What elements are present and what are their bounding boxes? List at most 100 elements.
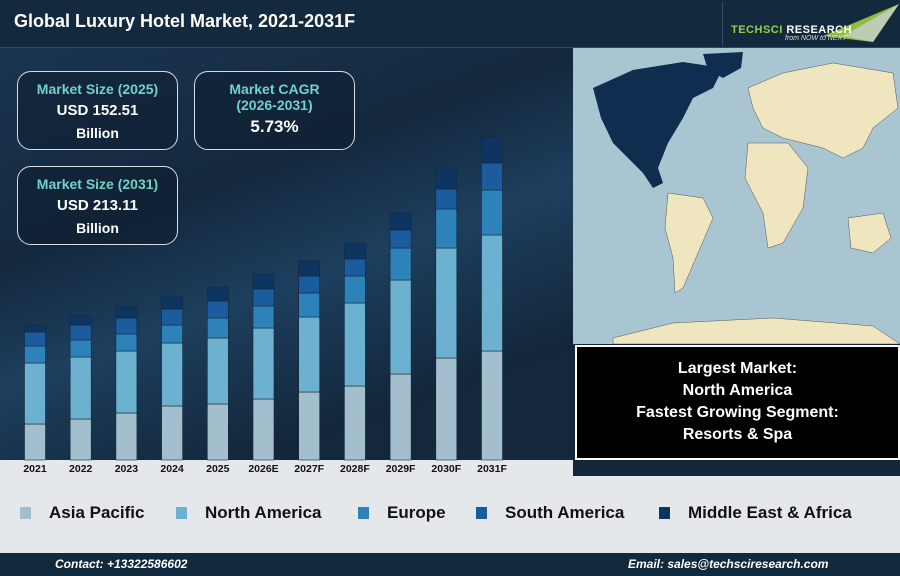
bar-segment-asia-pacific-2022 — [69, 418, 92, 461]
bar-segment-south-america-2031F — [481, 162, 503, 191]
legend-swatch — [476, 507, 487, 519]
fastest-segment-value: Resorts & Spa — [682, 426, 793, 443]
bar-segment-asia-pacific-2030F — [435, 357, 458, 461]
x-tick-label: 2028F — [340, 463, 370, 475]
card-unit: Billion — [76, 125, 119, 141]
bar-segment-south-america-2024 — [161, 308, 183, 326]
legend-item-north-america: North America — [176, 503, 322, 523]
card-label: Market CAGR (2026-2031) — [229, 81, 320, 113]
legend-item-asia-pacific: Asia Pacific — [20, 503, 144, 523]
bar-segment-north-america-2026E — [252, 327, 275, 400]
bar-segment-asia-pacific-2029F — [389, 373, 412, 461]
logo-swoosh-icon — [823, 4, 899, 42]
x-tick-label: 2031F — [477, 463, 507, 475]
north-america-region — [593, 62, 723, 188]
bar-segment-south-america-2028F — [344, 258, 366, 277]
bar-segment-north-america-2027F — [298, 316, 321, 393]
bar-segment-europe-2025 — [207, 317, 229, 339]
bar-segment-south-america-2025 — [207, 300, 229, 319]
legend-item-middle-east-africa: Middle East & Africa — [659, 503, 852, 523]
bar-segment-europe-2021 — [24, 345, 46, 364]
bar-segment-middle-east-africa-2029F — [389, 212, 412, 231]
africa-region — [744, 142, 809, 249]
bar-segment-north-america-2031F — [481, 234, 503, 352]
legend-swatch — [659, 507, 670, 519]
bar-segment-north-america-2025 — [207, 337, 229, 405]
bar-segment-asia-pacific-2031F — [481, 350, 503, 461]
bar-segment-north-america-2029F — [389, 279, 412, 375]
bar-segment-europe-2029F — [389, 247, 412, 281]
x-tick-label: 2027F — [294, 463, 324, 475]
bar-segment-north-america-2022 — [69, 356, 92, 420]
bar-segment-europe-2030F — [435, 208, 458, 249]
header: Global Luxury Hotel Market, 2021-2031F T… — [0, 0, 900, 48]
footer: Contact: +13322586602 Email: sales@techs… — [0, 553, 900, 576]
bar-segment-north-america-2024 — [161, 342, 183, 407]
legend-label: Middle East & Africa — [688, 503, 852, 522]
x-tick-label: 2023 — [115, 463, 139, 475]
market-size-2031-card: Market Size (2031) USD 213.11 Billion — [17, 166, 178, 245]
x-tick-label: 2030F — [431, 463, 461, 475]
bar-segment-middle-east-africa-2025 — [207, 286, 229, 302]
chart-legend: Asia Pacific North America Europe South … — [0, 476, 900, 553]
contact-email: Email: sales@techsciresearch.com — [628, 557, 829, 571]
bar-segment-middle-east-africa-2021 — [24, 324, 46, 333]
bar-segment-europe-2028F — [344, 275, 366, 304]
bar-segment-asia-pacific-2021 — [24, 423, 46, 461]
bar-segment-europe-2031F — [481, 189, 503, 236]
bar-segment-middle-east-africa-2027F — [298, 260, 321, 277]
legend-label: Asia Pacific — [49, 503, 145, 522]
stacked-bar-chart: 2021 2022 2023 2024 2025 2026E 2027F 2028F 2029F… — [23, 136, 507, 475]
card-unit: Billion — [76, 220, 119, 236]
antarctica-region — [612, 317, 900, 345]
bar-segment-asia-pacific-2028F — [344, 385, 366, 461]
contact-phone: Contact: +13322586602 — [55, 557, 188, 571]
bar-segment-middle-east-africa-2031F — [481, 136, 503, 164]
page-title: Global Luxury Hotel Market, 2021-2031F — [14, 11, 356, 31]
bar-segment-south-america-2021 — [24, 331, 46, 347]
legend-swatch — [20, 507, 31, 519]
card-value: USD 213.11 — [57, 197, 138, 214]
bar-segment-middle-east-africa-2024 — [161, 295, 183, 310]
bar-segment-north-america-2021 — [24, 362, 46, 425]
card-label: Market Size (2025) — [36, 81, 159, 97]
europe-asia-region — [747, 62, 899, 159]
bar-segment-south-america-2022 — [69, 324, 92, 341]
greenland-region — [703, 52, 743, 78]
legend-swatch — [176, 507, 187, 519]
bar-segment-europe-2022 — [69, 339, 92, 358]
card-value: 5.73% — [250, 117, 299, 136]
legend-label: North America — [205, 503, 322, 522]
legend-item-europe: Europe — [358, 503, 446, 523]
bar-segment-south-america-2029F — [389, 229, 412, 249]
x-tick-label: 2024 — [160, 463, 184, 475]
bar-segment-south-america-2023 — [115, 317, 138, 335]
bar-segment-south-america-2027F — [298, 275, 321, 294]
card-label: Market Size (2031) — [36, 176, 159, 192]
market-highlights-box: Largest Market: North America Fastest Gr… — [575, 345, 900, 460]
bar-segment-middle-east-africa-2030F — [435, 167, 458, 190]
market-cagr-card: Market CAGR (2026-2031) 5.73% — [194, 71, 355, 150]
x-axis-band — [0, 460, 573, 476]
market-size-2025-card: Market Size (2025) USD 152.51 Billion — [17, 71, 178, 150]
bar-segment-south-america-2026E — [252, 288, 275, 307]
australia-region — [847, 212, 892, 254]
bar-segment-middle-east-africa-2028F — [344, 242, 366, 260]
bar-segment-middle-east-africa-2026E — [252, 273, 275, 290]
bar-segment-asia-pacific-2025 — [207, 403, 229, 461]
legend-item-south-america: South America — [476, 503, 624, 523]
bar-segment-asia-pacific-2023 — [115, 412, 138, 461]
card-value: USD 152.51 — [56, 102, 139, 119]
logo-text: TECHSCI RESEARCH — [731, 24, 853, 36]
bar-segment-asia-pacific-2024 — [161, 405, 183, 461]
largest-market-label: Largest Market: — [677, 360, 798, 377]
legend-label: South America — [505, 503, 625, 522]
bar-segment-north-america-2023 — [115, 350, 138, 414]
world-map — [573, 48, 900, 345]
bar-segment-asia-pacific-2027F — [298, 391, 321, 461]
x-tick-label: 2021 — [23, 463, 47, 475]
bar-segment-middle-east-africa-2023 — [115, 306, 138, 319]
bar-segment-europe-2023 — [115, 333, 138, 352]
legend-swatch — [358, 507, 369, 519]
bar-segment-europe-2024 — [161, 324, 183, 344]
